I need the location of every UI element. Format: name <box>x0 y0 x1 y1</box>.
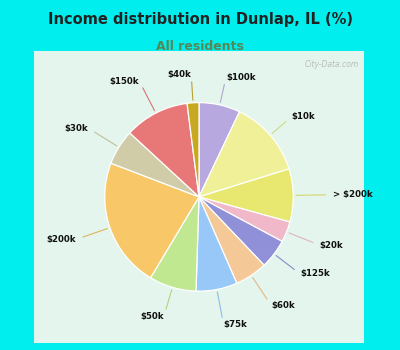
Wedge shape <box>199 197 264 283</box>
Text: Income distribution in Dunlap, IL (%): Income distribution in Dunlap, IL (%) <box>48 12 352 27</box>
Wedge shape <box>199 112 289 197</box>
Wedge shape <box>130 103 199 197</box>
Wedge shape <box>196 197 237 291</box>
Text: $50k: $50k <box>140 312 164 321</box>
Text: $200k: $200k <box>46 235 76 244</box>
Text: $60k: $60k <box>271 301 295 310</box>
Text: $30k: $30k <box>65 124 88 133</box>
Text: $10k: $10k <box>292 112 315 121</box>
Text: $100k: $100k <box>226 73 256 82</box>
Text: $125k: $125k <box>300 270 330 279</box>
FancyBboxPatch shape <box>34 51 364 343</box>
Wedge shape <box>111 133 199 197</box>
Text: $40k: $40k <box>167 70 191 79</box>
Wedge shape <box>199 197 290 241</box>
Wedge shape <box>199 103 240 197</box>
Wedge shape <box>199 197 282 265</box>
Wedge shape <box>150 197 199 291</box>
Text: $150k: $150k <box>110 77 139 86</box>
Text: > $200k: > $200k <box>333 190 373 199</box>
Text: $20k: $20k <box>320 241 344 250</box>
Wedge shape <box>187 103 199 197</box>
Text: All residents: All residents <box>156 40 244 53</box>
Wedge shape <box>105 163 199 278</box>
Text: City-Data.com: City-Data.com <box>305 60 359 69</box>
Wedge shape <box>199 169 293 222</box>
Text: $75k: $75k <box>224 320 248 329</box>
